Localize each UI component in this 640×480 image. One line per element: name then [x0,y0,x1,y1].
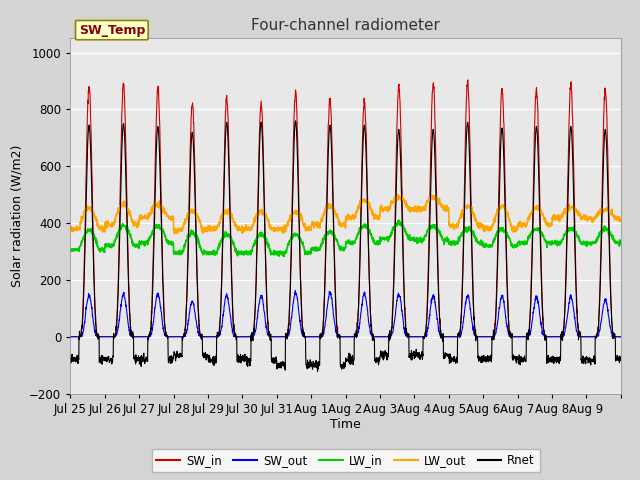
LW_in [396,217,403,223]
Rnet [617,357,625,363]
SW_in [617,334,625,340]
Rnet [609,334,617,339]
LW_out [67,226,74,232]
SW_in [67,334,74,340]
SW_in [379,334,387,340]
Line: SW_out: SW_out [70,290,621,337]
SW_in [464,77,472,83]
Line: Rnet: Rnet [70,121,621,372]
Legend: SW_in, SW_out, LW_in, LW_out, Rnet: SW_in, SW_out, LW_in, LW_out, Rnet [152,449,540,472]
LW_in [512,244,520,250]
LW_in [240,249,248,255]
SW_in [511,334,519,340]
Rnet [292,118,300,124]
Rnet [543,360,550,366]
Text: SW_Temp: SW_Temp [79,24,145,36]
LW_in [67,247,74,252]
LW_in [543,242,550,248]
LW_out [609,213,617,218]
LW_out [170,230,178,236]
LW_in [122,223,129,229]
Line: LW_in: LW_in [70,220,621,256]
LW_out [394,192,402,197]
SW_out [511,334,519,340]
SW_out [617,334,625,340]
SW_out [122,299,129,304]
Title: Four-channel radiometer: Four-channel radiometer [251,18,440,33]
Rnet [512,354,520,360]
LW_out [512,228,520,234]
SW_in [122,122,129,128]
SW_out [379,334,387,340]
LW_out [379,207,387,213]
SW_out [543,334,550,340]
SW_in [240,334,248,340]
SW_out [67,334,74,340]
LW_out [122,202,129,207]
LW_out [617,218,625,224]
Line: LW_out: LW_out [70,194,621,233]
LW_out [543,220,550,226]
Rnet [67,356,74,362]
LW_out [241,226,248,231]
SW_out [609,334,617,339]
LW_in [617,241,625,247]
SW_out [240,334,248,340]
Line: SW_in: SW_in [70,80,621,337]
SW_in [543,334,550,340]
Rnet [379,348,387,354]
LW_in [280,253,287,259]
Y-axis label: Solar radiation (W/m2): Solar radiation (W/m2) [11,145,24,287]
X-axis label: Time: Time [330,419,361,432]
SW_in [609,330,617,336]
LW_in [609,235,617,240]
Rnet [314,369,321,374]
Rnet [122,156,129,162]
LW_in [379,236,387,242]
SW_out [291,288,299,293]
Rnet [240,358,248,364]
